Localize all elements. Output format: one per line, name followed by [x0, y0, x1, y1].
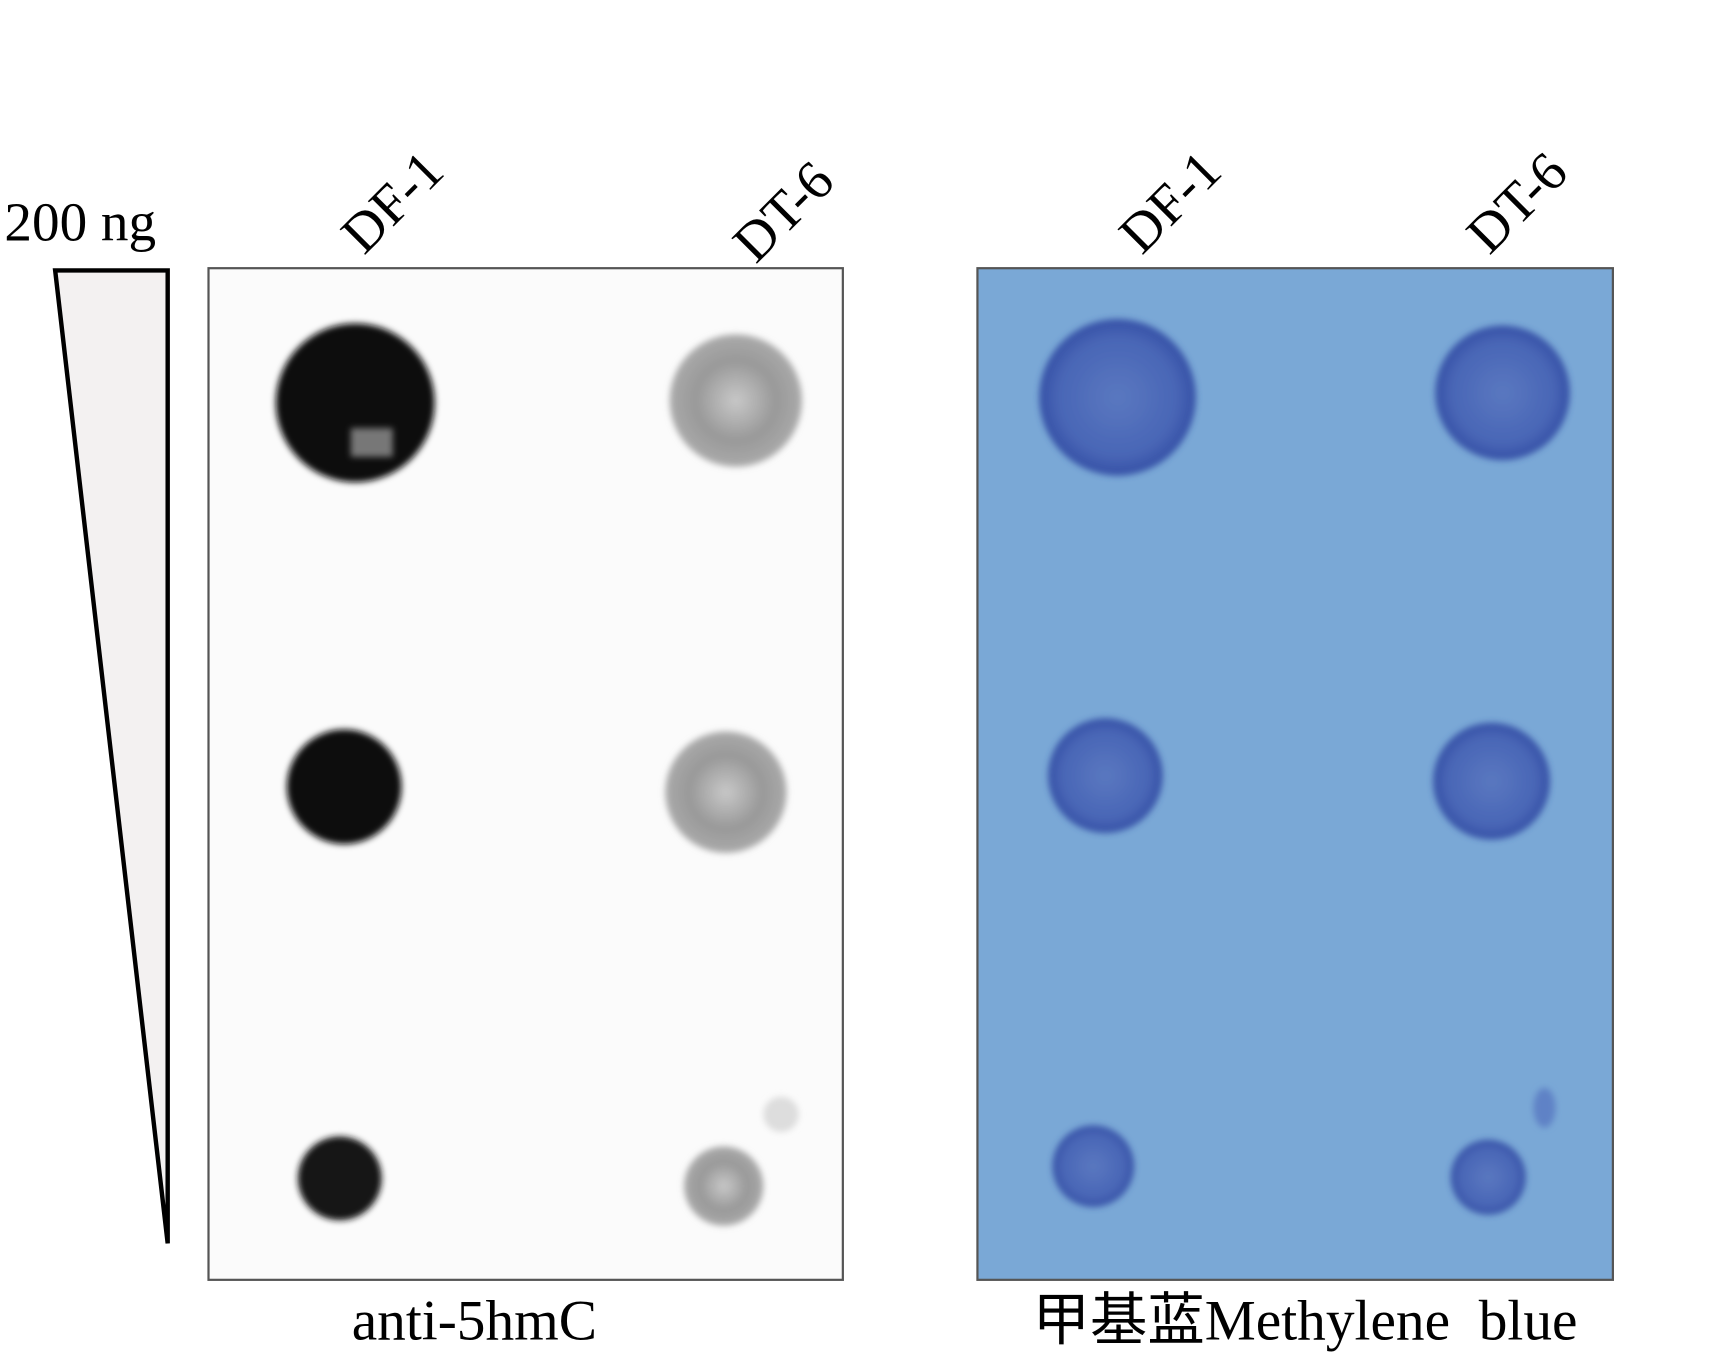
- faint-spot: [763, 1096, 799, 1133]
- column-label-df1-right: DF-1: [1107, 139, 1232, 264]
- column-label-dt6-right: DT-6: [1455, 141, 1579, 265]
- methylene-blue-panel: [976, 267, 1614, 1281]
- column-label-dt6-left: DT-6: [721, 149, 845, 273]
- blue-dot-df1-low: [1052, 1125, 1135, 1208]
- blue-dot-dt6-mid: [1433, 722, 1551, 840]
- column-label-df1-left: DF-1: [329, 139, 454, 264]
- blue-dot-dt6-high: [1435, 325, 1570, 461]
- blue-dot-dt6-low: [1450, 1139, 1526, 1215]
- concentration-gradient-triangle: [52, 268, 170, 1244]
- dot-df1-low: [297, 1136, 382, 1221]
- blue-dot-df1-high: [1039, 318, 1196, 476]
- blue-dot-df1-mid: [1048, 718, 1163, 834]
- dot-dt6-low: [683, 1146, 764, 1226]
- dot-dt6-mid: [665, 731, 787, 853]
- right-panel-caption: 甲基蓝Methylene blue: [1033, 1289, 1578, 1352]
- anti-5hmc-panel: [207, 267, 844, 1281]
- dot-df1-high: [275, 323, 435, 483]
- amount-label: 200 ng: [4, 192, 156, 253]
- dot-df1-mid: [286, 729, 402, 845]
- blue-faint-spot: [1533, 1087, 1556, 1128]
- dot-dt6-high: [669, 334, 803, 467]
- left-panel-caption: anti-5hmC: [352, 1289, 597, 1352]
